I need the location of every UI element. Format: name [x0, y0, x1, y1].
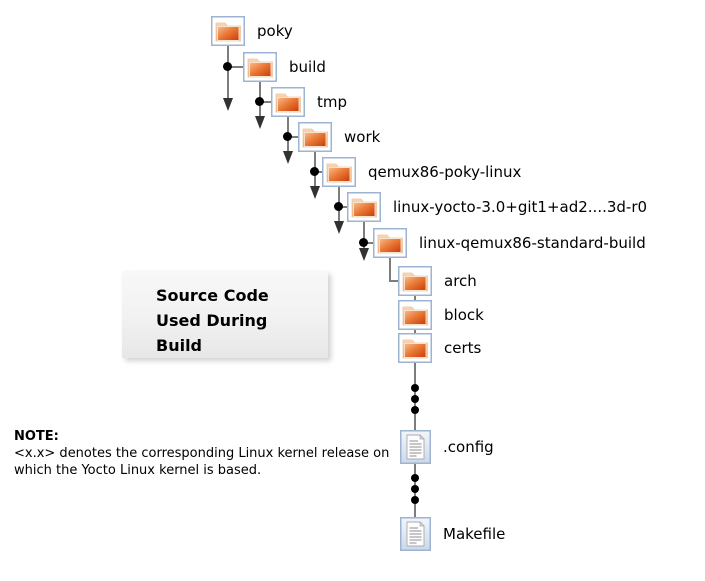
- tree-node-label: tmp: [317, 92, 348, 111]
- tree-node-label: Makefile: [443, 524, 506, 543]
- ellipsis-dot: [411, 395, 419, 403]
- connector-line: [389, 280, 398, 282]
- note-text: which the Yocto Linux kernel is based.: [14, 463, 262, 478]
- tree-node-build: build: [243, 52, 326, 82]
- tree-node-label: certs: [444, 338, 482, 357]
- ellipsis-dot: [411, 384, 419, 392]
- folder-icon: [243, 52, 277, 82]
- note-heading: NOTE:: [14, 429, 59, 444]
- folder-icon: [211, 16, 245, 46]
- folder-icon: [398, 300, 432, 330]
- tree-node-label: work: [344, 127, 381, 146]
- folder-icon: [398, 266, 432, 296]
- ellipsis-dot: [411, 496, 419, 504]
- tree-node-block: block: [398, 300, 484, 330]
- connector-line: [288, 136, 298, 138]
- connector-line: [339, 206, 347, 208]
- folder-icon: [298, 122, 332, 152]
- branch-dot: [334, 202, 343, 211]
- connector-line: [414, 295, 416, 301]
- tree-node-label: linux-qemux86-standard-build: [419, 233, 646, 252]
- folder-icon: [373, 228, 407, 258]
- tree-node-label: poky: [257, 21, 293, 40]
- tree-node-label: block: [444, 305, 484, 324]
- tree-node-label: build: [289, 57, 326, 76]
- tree-node-linux-yocto: linux-yocto-3.0+git1+ad2....3d-r0: [347, 192, 647, 222]
- caption-line: Build: [156, 336, 203, 355]
- connector-line: [363, 222, 365, 248]
- tree-node-config: .config: [400, 430, 494, 464]
- folder-icon: [398, 333, 432, 363]
- tree-node-tmp: tmp: [271, 87, 347, 117]
- branch-dot: [310, 167, 319, 176]
- folder-icon: [271, 87, 305, 117]
- note-text: <x.x> denotes the corresponding Linux ke…: [14, 446, 390, 461]
- tree-node-certs: certs: [398, 333, 481, 363]
- arrow-down-icon: [359, 248, 369, 261]
- tree-node-arch: arch: [398, 266, 477, 296]
- connector-line: [389, 258, 391, 282]
- caption-line: Source Code: [156, 286, 269, 305]
- connector-line: [260, 101, 271, 103]
- document-icon: [400, 430, 431, 464]
- tree-node-makefile: Makefile: [400, 517, 505, 551]
- arrow-down-icon: [334, 221, 344, 234]
- document-icon: [400, 517, 431, 551]
- ellipsis-dot: [411, 485, 419, 493]
- tree-node-work: work: [298, 122, 380, 152]
- branch-dot: [283, 132, 292, 141]
- tree-node-poky: poky: [211, 16, 293, 46]
- connector-line: [364, 242, 373, 244]
- tree-node-qemux86-poky-linux: qemux86-poky-linux: [322, 157, 521, 187]
- ellipsis-dot: [411, 406, 419, 414]
- branch-dot: [255, 97, 264, 106]
- note-block: NOTE: <x.x> denotes the corresponding Li…: [14, 428, 390, 479]
- folder-icon: [322, 157, 356, 187]
- arrow-down-icon: [283, 151, 293, 164]
- caption-box: Source Code Used During Build: [122, 271, 328, 358]
- arrow-down-icon: [310, 186, 320, 199]
- tree-node-label: .config: [443, 437, 494, 456]
- folder-icon: [347, 192, 381, 222]
- ellipsis-dot: [411, 474, 419, 482]
- arrow-down-icon: [255, 116, 265, 129]
- connector-line: [228, 66, 243, 68]
- tree-node-label: arch: [444, 271, 477, 290]
- branch-dot: [359, 238, 368, 247]
- tree-node-linux-qemux86-standard-build: linux-qemux86-standard-build: [373, 228, 646, 258]
- connector-line: [227, 46, 229, 98]
- caption-line: Used During: [156, 311, 268, 330]
- connector-line: [414, 329, 416, 335]
- branch-dot: [223, 62, 232, 71]
- tree-node-label: qemux86-poky-linux: [368, 162, 522, 181]
- arrow-down-icon: [223, 98, 233, 111]
- tree-node-label: linux-yocto-3.0+git1+ad2....3d-r0: [393, 197, 648, 216]
